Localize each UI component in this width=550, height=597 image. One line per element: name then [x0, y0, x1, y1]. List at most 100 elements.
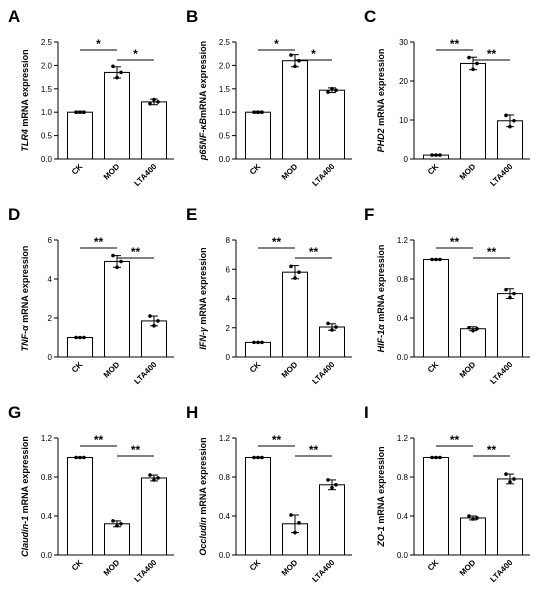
- bar-mod: [460, 517, 486, 556]
- y-tick-label: 2.0: [41, 61, 53, 70]
- y-tick-label: 1.5: [41, 85, 53, 94]
- y-tick-label: 0.0: [397, 353, 409, 362]
- panel-c: C 0 10 20 30 PHD2 mRNA expression CK MOD LTA400 *…: [364, 7, 530, 188]
- bar-lta400: [141, 477, 167, 556]
- data-point: [78, 335, 82, 340]
- data-point: [156, 100, 160, 104]
- bar-mod: [282, 271, 308, 358]
- y-tick-label: 30: [399, 38, 408, 47]
- x-tick-label: MOD: [280, 360, 300, 380]
- data-point: [252, 340, 256, 345]
- x-tick-label: LTA400: [132, 360, 158, 386]
- bar-lta400: [497, 293, 523, 358]
- data-point: [512, 118, 516, 123]
- bar-ck: [67, 111, 93, 160]
- panel-a: A 0.0 0.5 1.0 1.5 2.0 2.5 TLR4 mRNA expression C…: [8, 7, 174, 188]
- y-axis-label-suffix: mRNA expression: [198, 247, 208, 327]
- x-tick-label: LTA400: [488, 162, 514, 188]
- data-point: [326, 90, 330, 94]
- y-tick-label: 1.2: [41, 434, 53, 443]
- data-point: [256, 455, 260, 460]
- data-point: [256, 340, 260, 345]
- y-axis-label-gene: PHD2: [376, 128, 386, 152]
- data-point: [148, 101, 152, 106]
- x-tick-label: MOD: [458, 360, 478, 380]
- panel-e: E 0 2 4 6 8 IFN-γ mRNA expression CK MOD LTA400 **…: [186, 205, 352, 386]
- y-tick-label: 0.0: [41, 551, 53, 560]
- panel-d: D 0 2 4 6 TNF-α mRNA expression CK MOD LTA400 ** *…: [8, 205, 174, 386]
- data-point: [504, 287, 508, 292]
- panel-label: A: [8, 7, 20, 26]
- y-tick-label: 0: [404, 155, 409, 164]
- y-tick-label: 0.0: [41, 155, 53, 164]
- y-axis-label: PHD2 mRNA expression: [376, 49, 386, 153]
- panel-label: I: [364, 403, 369, 422]
- y-tick-label: 1.2: [397, 236, 409, 245]
- y-tick-label: 0.8: [397, 473, 409, 482]
- panel-label: C: [364, 7, 376, 26]
- y-axis-label-gene: IFN-γ: [198, 326, 208, 349]
- x-tick-label: MOD: [280, 162, 300, 182]
- y-tick-label: 0.8: [219, 473, 231, 482]
- y-tick-label: 0.8: [397, 275, 409, 284]
- y-tick-label: 1.2: [219, 434, 231, 443]
- y-axis-label: IFN-γ mRNA expression: [198, 247, 208, 349]
- data-point: [467, 325, 471, 330]
- y-tick-label: 2.5: [219, 38, 231, 47]
- data-point: [111, 253, 115, 258]
- panel-label: F: [364, 205, 374, 224]
- data-point: [512, 291, 516, 296]
- significance-star: **: [487, 47, 497, 61]
- x-tick-label: CK: [248, 162, 263, 177]
- bar-ck: [423, 259, 449, 358]
- significance-star: **: [450, 433, 460, 447]
- data-point: [78, 110, 82, 114]
- significance-star: **: [94, 235, 104, 249]
- y-tick-label: 1.0: [219, 108, 231, 117]
- x-tick-label: LTA400: [310, 558, 336, 584]
- data-point: [508, 480, 512, 484]
- y-tick-label: 8: [226, 236, 231, 245]
- y-tick-label: 2.5: [41, 38, 53, 47]
- data-point: [293, 530, 297, 535]
- significance-star: **: [487, 443, 497, 457]
- significance-star: **: [309, 245, 319, 259]
- x-tick-label: CK: [248, 360, 263, 375]
- data-point: [82, 455, 86, 460]
- data-point: [330, 485, 334, 490]
- data-point: [260, 340, 264, 345]
- significance-star: *: [96, 37, 101, 51]
- data-point: [252, 110, 256, 114]
- y-axis-label-suffix: mRNA expression: [20, 49, 30, 129]
- significance-star: **: [94, 433, 104, 447]
- y-tick-label: 4: [48, 275, 53, 284]
- data-point: [430, 153, 434, 157]
- y-tick-label: 6: [226, 265, 231, 274]
- x-tick-label: MOD: [458, 558, 478, 578]
- bar-mod: [104, 523, 130, 556]
- y-tick-label: 0: [226, 353, 231, 362]
- data-point: [293, 64, 297, 69]
- significance-star: **: [131, 245, 141, 259]
- data-point: [434, 153, 438, 157]
- y-axis-label-suffix: mRNA expression: [20, 436, 30, 516]
- y-tick-label: 0.4: [219, 512, 231, 521]
- data-point: [512, 477, 516, 481]
- y-tick-label: 2: [226, 324, 231, 333]
- data-point: [260, 455, 264, 460]
- y-tick-label: 6: [48, 236, 53, 245]
- y-tick-label: 2: [48, 314, 53, 323]
- data-point: [148, 473, 152, 477]
- bar-ck: [245, 341, 271, 358]
- panel-g: G 0.0 0.4 0.8 1.2 Claudin-1 mRNA expression CK…: [8, 403, 174, 584]
- bar-mod: [104, 71, 130, 160]
- significance-star: **: [450, 235, 460, 249]
- bar-ck: [245, 457, 271, 556]
- x-tick-label: LTA400: [488, 360, 514, 386]
- significance-star: *: [133, 47, 138, 61]
- y-tick-label: 1.2: [397, 434, 409, 443]
- y-axis-label: TNF-α mRNA expression: [20, 246, 30, 352]
- data-point: [156, 476, 160, 480]
- panel-label: G: [8, 403, 21, 422]
- panel-label: H: [186, 403, 198, 422]
